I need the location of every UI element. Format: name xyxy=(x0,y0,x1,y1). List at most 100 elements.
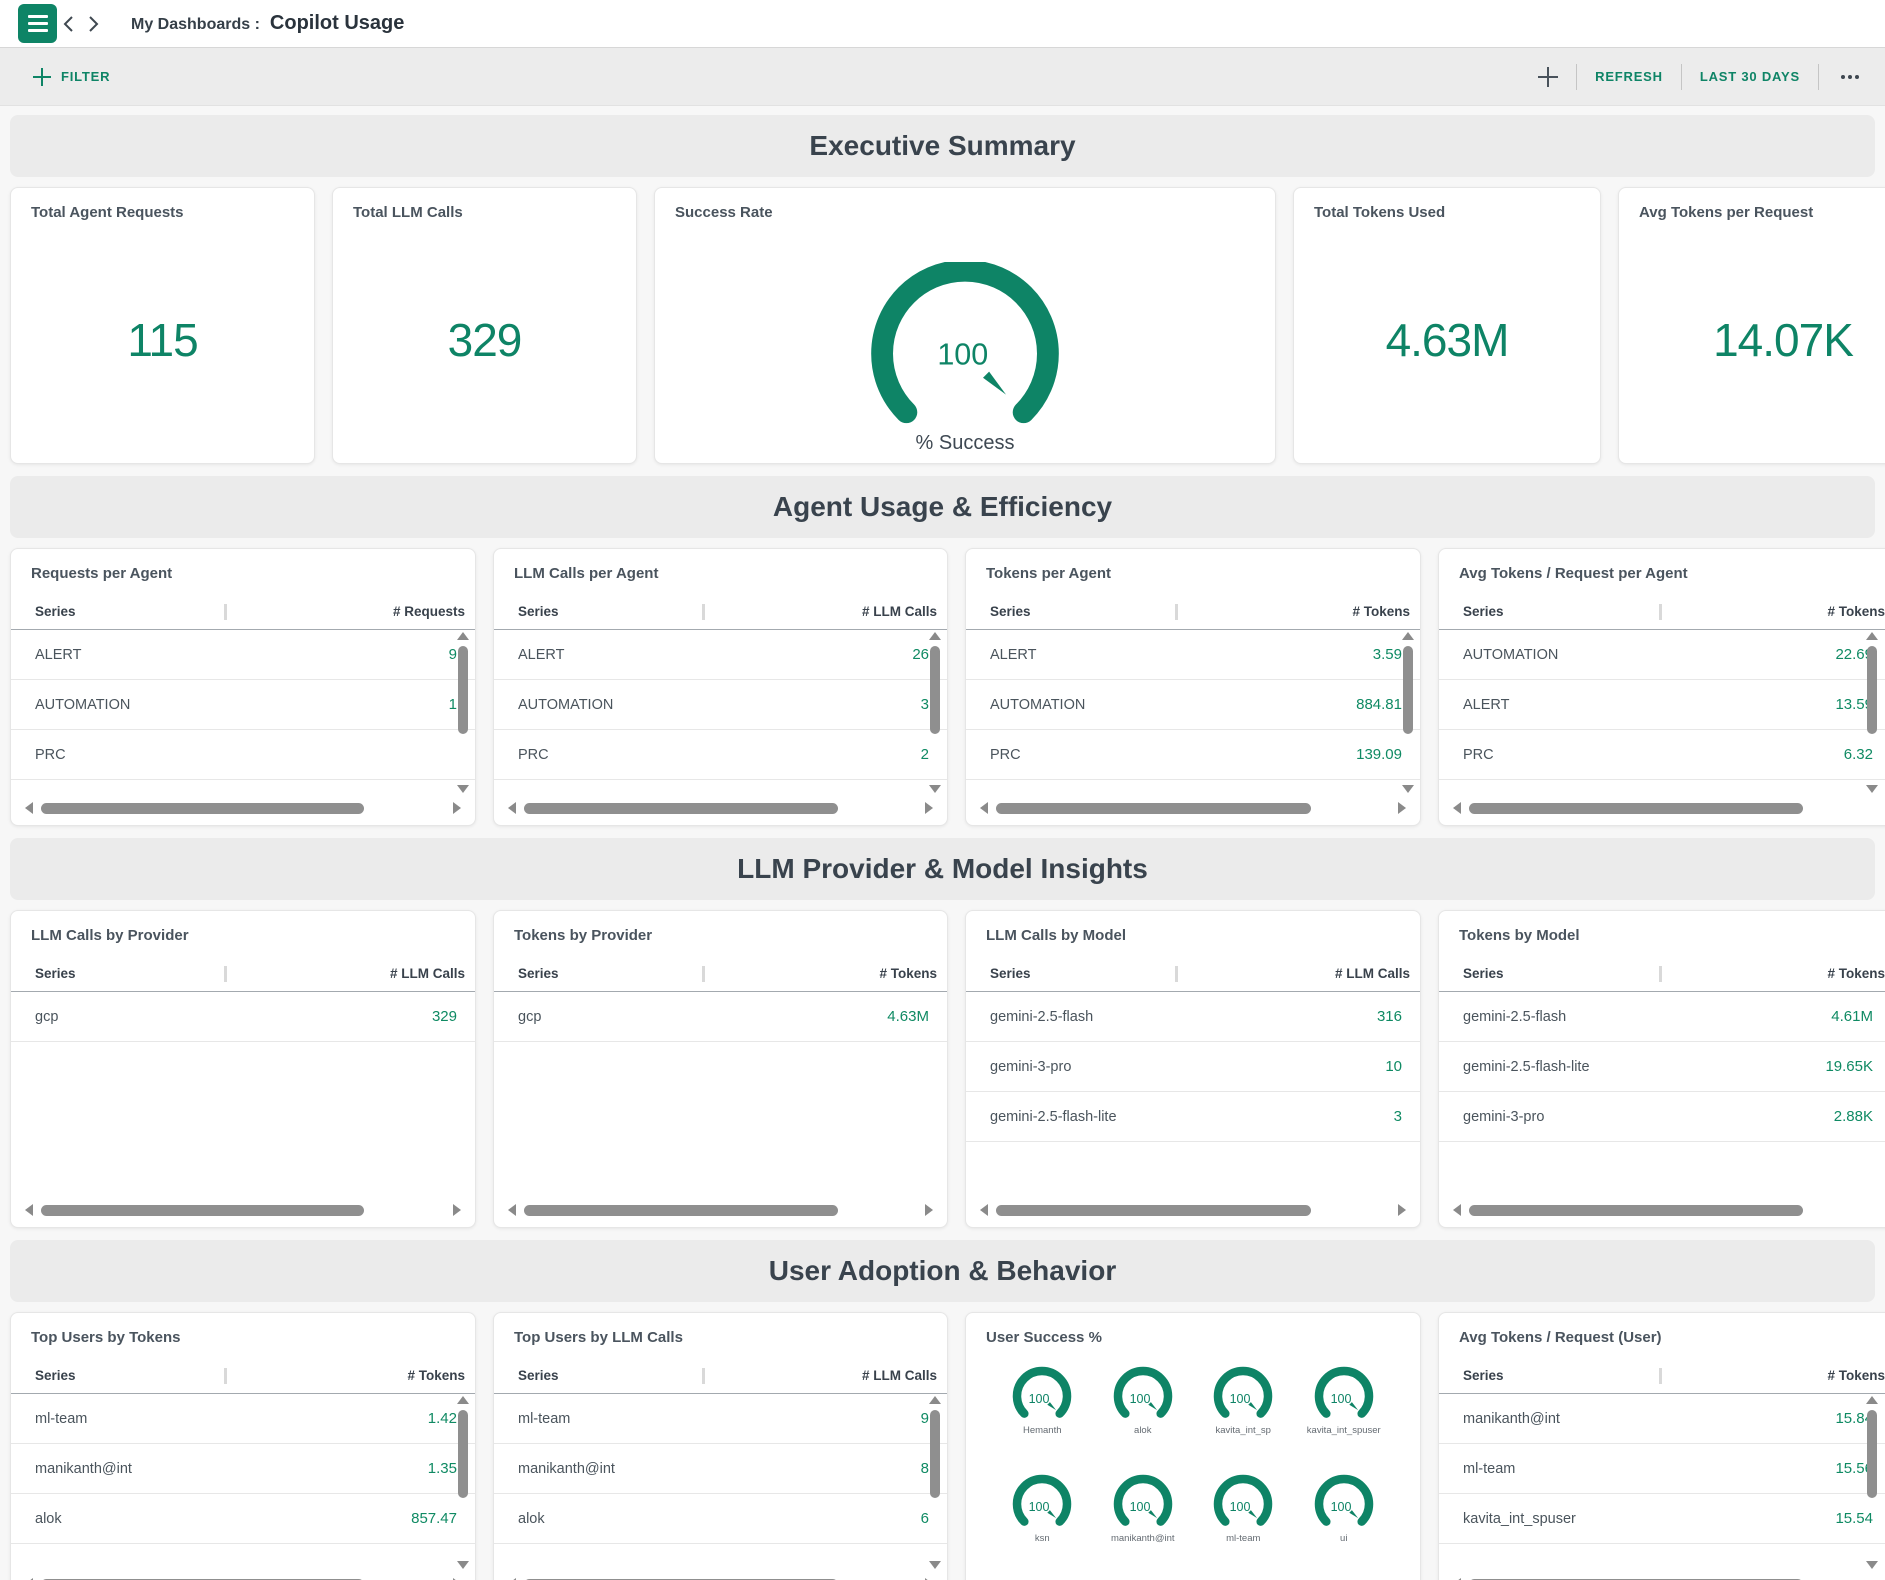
vertical-scrollbar[interactable] xyxy=(457,632,468,793)
scrollbar-thumb[interactable] xyxy=(524,1205,838,1216)
scroll-left-arrow-icon[interactable] xyxy=(25,1204,33,1216)
scroll-right-arrow-icon[interactable] xyxy=(1398,1204,1406,1216)
scrollbar-track[interactable] xyxy=(1469,1205,1885,1216)
scroll-right-arrow-icon[interactable] xyxy=(1398,802,1406,814)
value-column-header[interactable]: # LLM Calls xyxy=(76,966,465,981)
add-tile-button[interactable] xyxy=(1538,67,1558,87)
value-column-header[interactable]: # Tokens xyxy=(1504,1368,1885,1383)
table-row[interactable]: gemini-3-pro2.88K xyxy=(1439,1092,1885,1142)
back-button[interactable] xyxy=(57,11,81,37)
column-divider[interactable] xyxy=(224,604,227,620)
scroll-up-arrow-icon[interactable] xyxy=(457,632,469,640)
value-column-header[interactable]: # Tokens xyxy=(1504,966,1885,981)
series-column-header[interactable]: Series xyxy=(35,604,76,619)
scrollbar-thumb[interactable] xyxy=(41,1205,364,1216)
table-row[interactable]: ALERT13.59 xyxy=(1439,680,1885,730)
table-row[interactable]: ml-team9 xyxy=(494,1394,947,1444)
value-column-header[interactable]: # LLM Calls xyxy=(1031,966,1410,981)
scrollbar-track[interactable] xyxy=(524,803,917,814)
table-row[interactable]: gcp329 xyxy=(11,992,475,1042)
horizontal-scrollbar[interactable] xyxy=(25,801,461,815)
scroll-right-arrow-icon[interactable] xyxy=(925,802,933,814)
scroll-left-arrow-icon[interactable] xyxy=(1453,1204,1461,1216)
value-column-header[interactable]: # Tokens xyxy=(1031,604,1410,619)
scrollbar-thumb[interactable] xyxy=(930,1410,940,1498)
scrollbar-thumb[interactable] xyxy=(996,803,1311,814)
table-row[interactable]: ml-team15.56 xyxy=(1439,1444,1885,1494)
scrollbar-track[interactable] xyxy=(996,1205,1390,1216)
table-row[interactable]: ALERT26 xyxy=(494,630,947,680)
more-options-button[interactable] xyxy=(1837,71,1863,83)
series-column-header[interactable]: Series xyxy=(990,604,1031,619)
scroll-down-arrow-icon[interactable] xyxy=(1402,785,1414,793)
scrollbar-thumb[interactable] xyxy=(996,1205,1311,1216)
table-row[interactable]: PRC xyxy=(11,730,475,780)
column-divider[interactable] xyxy=(702,966,705,982)
breadcrumb-root[interactable]: My Dashboards : xyxy=(131,16,260,34)
scroll-right-arrow-icon[interactable] xyxy=(925,1204,933,1216)
scrollbar-thumb[interactable] xyxy=(1867,646,1877,734)
table-row[interactable]: manikanth@int1.35 xyxy=(11,1444,475,1494)
table-row[interactable]: gemini-3-pro10 xyxy=(966,1042,1420,1092)
table-row[interactable]: PRC6.32 xyxy=(1439,730,1885,780)
scroll-down-arrow-icon[interactable] xyxy=(929,1561,941,1569)
series-column-header[interactable]: Series xyxy=(1463,1368,1504,1383)
column-divider[interactable] xyxy=(702,604,705,620)
series-column-header[interactable]: Series xyxy=(990,966,1031,981)
column-divider[interactable] xyxy=(224,1368,227,1384)
refresh-button[interactable]: REFRESH xyxy=(1595,69,1663,84)
scrollbar-track[interactable] xyxy=(1469,803,1885,814)
vertical-scrollbar[interactable] xyxy=(929,632,940,793)
series-column-header[interactable]: Series xyxy=(1463,604,1504,619)
scrollbar-track[interactable] xyxy=(41,1205,445,1216)
column-divider[interactable] xyxy=(1659,604,1662,620)
scrollbar-track[interactable] xyxy=(41,803,445,814)
series-column-header[interactable]: Series xyxy=(518,966,559,981)
scroll-left-arrow-icon[interactable] xyxy=(508,802,516,814)
horizontal-scrollbar[interactable] xyxy=(980,1203,1406,1217)
table-row[interactable]: ALERT3.59 xyxy=(966,630,1420,680)
table-row[interactable]: PRC2 xyxy=(494,730,947,780)
vertical-scrollbar[interactable] xyxy=(457,1396,468,1569)
series-column-header[interactable]: Series xyxy=(35,966,76,981)
value-column-header[interactable]: # LLM Calls xyxy=(559,604,937,619)
scrollbar-thumb[interactable] xyxy=(458,646,468,734)
scrollbar-track[interactable] xyxy=(524,1205,917,1216)
column-divider[interactable] xyxy=(1175,966,1178,982)
scroll-up-arrow-icon[interactable] xyxy=(1402,632,1414,640)
table-row[interactable]: kavita_int_spuser15.54 xyxy=(1439,1494,1885,1544)
value-column-header[interactable]: # LLM Calls xyxy=(559,1368,937,1383)
value-column-header[interactable]: # Requests xyxy=(76,604,465,619)
scroll-down-arrow-icon[interactable] xyxy=(929,785,941,793)
horizontal-scrollbar[interactable] xyxy=(980,801,1406,815)
scrollbar-thumb[interactable] xyxy=(458,1410,468,1498)
scrollbar-thumb[interactable] xyxy=(1469,1205,1803,1216)
scroll-left-arrow-icon[interactable] xyxy=(508,1204,516,1216)
table-row[interactable]: AUTOMATION22.69 xyxy=(1439,630,1885,680)
table-row[interactable]: alok857.47 xyxy=(11,1494,475,1544)
series-column-header[interactable]: Series xyxy=(1463,966,1504,981)
scroll-up-arrow-icon[interactable] xyxy=(929,1396,941,1404)
column-divider[interactable] xyxy=(1175,604,1178,620)
scroll-up-arrow-icon[interactable] xyxy=(929,632,941,640)
scrollbar-track[interactable] xyxy=(996,803,1390,814)
table-row[interactable]: gcp4.63M xyxy=(494,992,947,1042)
column-divider[interactable] xyxy=(1659,1368,1662,1384)
table-row[interactable]: ALERT9 xyxy=(11,630,475,680)
vertical-scrollbar[interactable] xyxy=(1866,632,1877,793)
add-filter-button[interactable]: FILTER xyxy=(33,68,110,86)
table-row[interactable]: ml-team1.42 xyxy=(11,1394,475,1444)
forward-button[interactable] xyxy=(81,11,105,37)
table-row[interactable]: AUTOMATION3 xyxy=(494,680,947,730)
table-row[interactable]: PRC139.09 xyxy=(966,730,1420,780)
scroll-up-arrow-icon[interactable] xyxy=(457,1396,469,1404)
scroll-right-arrow-icon[interactable] xyxy=(453,1204,461,1216)
scroll-down-arrow-icon[interactable] xyxy=(457,785,469,793)
vertical-scrollbar[interactable] xyxy=(1402,632,1413,793)
scroll-down-arrow-icon[interactable] xyxy=(1866,785,1878,793)
table-row[interactable]: gemini-2.5-flash-lite19.65K xyxy=(1439,1042,1885,1092)
scrollbar-thumb[interactable] xyxy=(1403,646,1413,734)
table-row[interactable]: manikanth@int15.84 xyxy=(1439,1394,1885,1444)
scroll-left-arrow-icon[interactable] xyxy=(25,802,33,814)
timeframe-selector[interactable]: LAST 30 DAYS xyxy=(1700,69,1800,84)
